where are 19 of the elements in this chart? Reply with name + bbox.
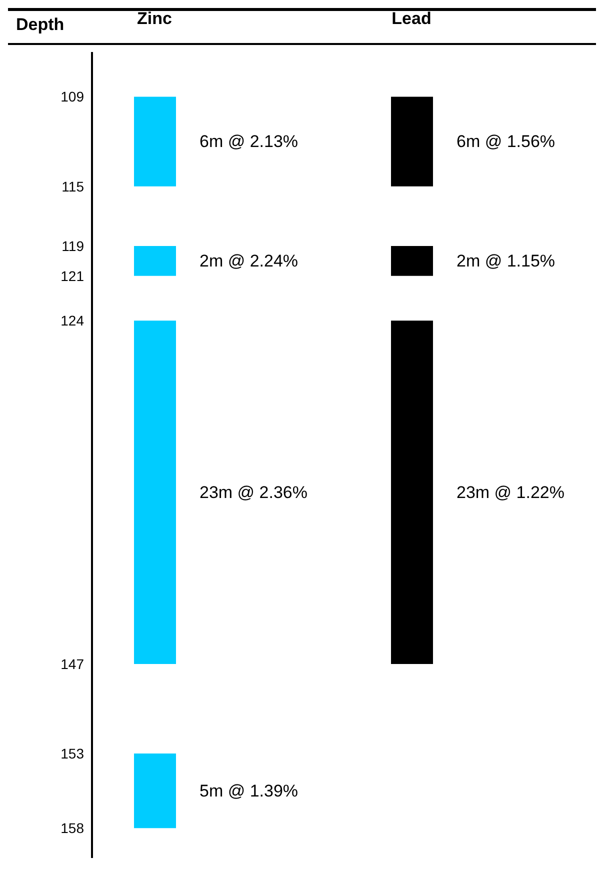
- y-tick-label: 115: [62, 178, 84, 194]
- y-tick-label: 153: [60, 745, 84, 762]
- annotation: 2m @ 2.24%: [200, 251, 298, 270]
- annotation: 23m @ 2.36%: [200, 482, 308, 502]
- annotation: 6m @ 2.13%: [200, 132, 298, 152]
- x-tick-label: Zinc: [137, 9, 172, 28]
- y-tick-label: 147: [60, 656, 84, 672]
- y-axis-title: Depth: [16, 15, 64, 35]
- bar: [134, 754, 176, 828]
- x-tick-label: Lead: [392, 9, 432, 28]
- annotation: 5m @ 1.39%: [200, 781, 298, 800]
- y-tick-label: 158: [60, 820, 84, 836]
- annotation: 6m @ 1.56%: [456, 132, 556, 152]
- y-tick-label: 124: [60, 312, 84, 329]
- y-tick-label: 109: [60, 88, 84, 105]
- y-tick-label: 119: [62, 238, 84, 254]
- annotation: 2m @ 1.15%: [456, 251, 556, 270]
- annotation: 23m @ 1.22%: [456, 482, 564, 502]
- y-tick-label: 121: [60, 268, 84, 284]
